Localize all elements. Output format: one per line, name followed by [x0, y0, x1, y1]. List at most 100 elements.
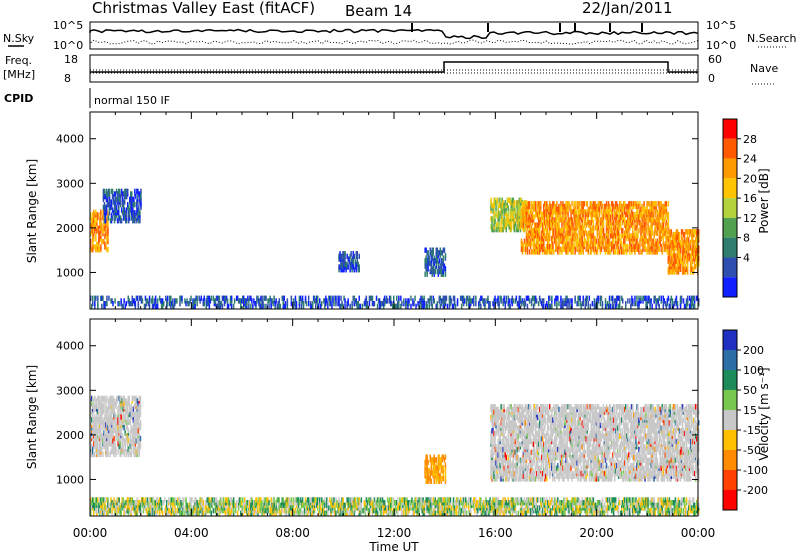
data-cell	[107, 247, 109, 252]
data-cell	[491, 436, 493, 441]
data-cell	[97, 212, 99, 217]
data-cell	[514, 200, 516, 205]
data-cell	[349, 304, 351, 309]
y-tick-label: 1000	[56, 266, 84, 279]
data-cell	[111, 199, 113, 204]
data-cell	[137, 296, 139, 301]
data-cell	[529, 201, 531, 206]
data-cell	[594, 298, 596, 303]
data-cell	[560, 296, 562, 301]
data-cell	[681, 296, 683, 301]
data-cell	[696, 229, 698, 234]
data-cell	[480, 304, 482, 309]
data-cell	[539, 231, 541, 236]
data-cell	[583, 301, 585, 306]
data-cell	[553, 228, 555, 233]
data-cell	[427, 460, 429, 465]
data-cell	[167, 301, 169, 306]
data-cell	[321, 301, 323, 306]
data-cell	[445, 455, 447, 460]
cpid-label: CPID	[4, 92, 33, 105]
data-cell	[359, 254, 361, 259]
data-cell	[369, 301, 371, 306]
data-cell	[443, 465, 445, 470]
data-cell	[393, 296, 395, 301]
data-cell	[280, 304, 282, 309]
data-cell	[520, 296, 522, 301]
data-cell	[100, 210, 102, 215]
data-cell	[424, 272, 426, 277]
data-cell	[589, 296, 591, 301]
data-cell	[497, 296, 499, 301]
data-cell	[511, 224, 513, 229]
data-cell	[508, 434, 510, 439]
data-cell	[451, 298, 453, 303]
data-cell	[356, 267, 358, 272]
data-cell	[126, 213, 128, 218]
data-cell	[251, 298, 253, 303]
data-cell	[645, 225, 647, 230]
y-tick-label: 2000	[56, 222, 84, 235]
data-cell	[566, 304, 568, 309]
data-cell	[614, 244, 616, 249]
data-cell	[447, 304, 449, 309]
data-cell	[344, 304, 346, 309]
data-cell	[666, 201, 668, 206]
data-cell	[604, 233, 606, 238]
data-cell	[571, 201, 573, 206]
data-cell	[357, 251, 359, 256]
data-cell	[587, 201, 589, 206]
data-cell	[534, 460, 536, 465]
data-cell	[576, 233, 578, 238]
data-cell	[608, 233, 610, 238]
data-cell	[639, 244, 641, 249]
data-cell	[574, 296, 576, 301]
data-cell	[696, 296, 698, 301]
data-cell	[106, 296, 108, 301]
data-cell	[196, 301, 198, 306]
data-cell	[333, 301, 335, 306]
data-cell	[135, 194, 137, 199]
data-cell	[525, 420, 527, 425]
data-cell	[408, 298, 410, 303]
data-cell	[534, 471, 536, 476]
data-cell	[101, 223, 103, 228]
data-cell	[657, 231, 659, 236]
data-cell	[120, 199, 122, 204]
data-cell	[659, 296, 661, 301]
data-cell	[679, 232, 681, 237]
data-cell	[490, 198, 492, 203]
data-cell	[547, 228, 549, 233]
data-cell	[130, 420, 132, 425]
data-cell	[598, 296, 600, 301]
data-cell	[629, 298, 631, 303]
data-cell	[593, 225, 595, 230]
data-cell	[233, 304, 235, 309]
data-cell	[553, 249, 555, 254]
date-label: 22/Jan/2011	[582, 0, 673, 17]
data-cell	[672, 298, 674, 303]
data-cell	[494, 219, 496, 224]
power-cells	[90, 189, 700, 309]
data-cell	[308, 296, 310, 301]
data-cell	[515, 222, 517, 227]
data-cell	[529, 249, 531, 254]
data-cell	[114, 298, 116, 303]
data-cell	[121, 441, 123, 446]
data-cell	[677, 301, 679, 306]
data-cell	[552, 241, 554, 246]
data-cell	[101, 447, 103, 452]
data-cell	[508, 206, 510, 211]
data-cell	[140, 436, 142, 441]
data-cell	[347, 264, 349, 269]
data-cell	[403, 298, 405, 303]
data-cell	[637, 209, 639, 214]
data-cell	[157, 304, 159, 309]
data-cell	[95, 296, 97, 301]
data-cell	[514, 227, 516, 232]
data-cell	[498, 423, 500, 428]
data-cell	[104, 189, 106, 194]
data-cell	[484, 298, 486, 303]
data-cell	[264, 304, 266, 309]
data-cell	[639, 201, 641, 206]
